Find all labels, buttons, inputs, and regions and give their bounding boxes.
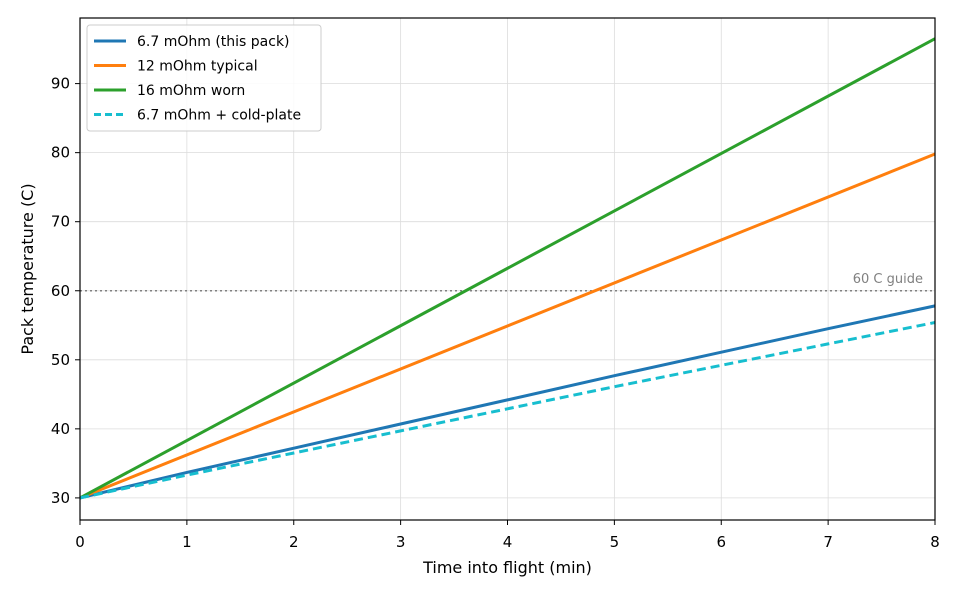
x-tick-label: 3 bbox=[396, 533, 406, 551]
legend-label: 6.7 mOhm + cold-plate bbox=[137, 108, 301, 124]
series-line-2 bbox=[79, 152, 936, 500]
legend-label: 16 mOhm worn bbox=[137, 83, 245, 99]
y-tick-label: 80 bbox=[51, 144, 70, 162]
x-tick-label: 0 bbox=[75, 533, 85, 551]
legend-label: 12 mOhm typical bbox=[137, 59, 258, 75]
x-tick-label: 8 bbox=[930, 533, 940, 551]
x-tick-label: 6 bbox=[716, 533, 726, 551]
series-line-3 bbox=[79, 37, 936, 500]
x-tick-label: 7 bbox=[823, 533, 833, 551]
series-lines bbox=[79, 37, 936, 500]
legend-box bbox=[86, 24, 322, 132]
grid bbox=[79, 18, 936, 520]
reference-lines: 60 C guide bbox=[80, 272, 935, 292]
legend: 6.7 mOhm (this pack) 12 mOhm typical 16 mO… bbox=[86, 24, 322, 132]
y-tick-label: 50 bbox=[51, 351, 70, 369]
x-tick-label: 5 bbox=[610, 533, 620, 551]
legend-label: 6.7 mOhm (this pack) bbox=[137, 34, 290, 50]
y-tick-label: 70 bbox=[51, 213, 70, 231]
series-line-1 bbox=[79, 304, 936, 500]
x-tick-label: 2 bbox=[289, 533, 299, 551]
series-line-4 bbox=[79, 321, 936, 500]
reference-line-label: 60 C guide bbox=[853, 272, 923, 287]
x-tick-label: 1 bbox=[182, 533, 192, 551]
y-tick-label: 90 bbox=[51, 75, 70, 93]
axis-ticks: 0 1 2 3 4 5 6 7 8 30 40 50 60 70 80 90 bbox=[51, 75, 940, 551]
y-axis-title: Pack temperature (C) bbox=[18, 183, 37, 354]
y-tick-label: 40 bbox=[51, 420, 70, 438]
x-tick-label: 4 bbox=[503, 533, 513, 551]
x-axis-title: Time into flight (min) bbox=[422, 558, 592, 577]
y-tick-label: 30 bbox=[51, 489, 70, 507]
y-tick-label: 60 bbox=[51, 282, 70, 300]
